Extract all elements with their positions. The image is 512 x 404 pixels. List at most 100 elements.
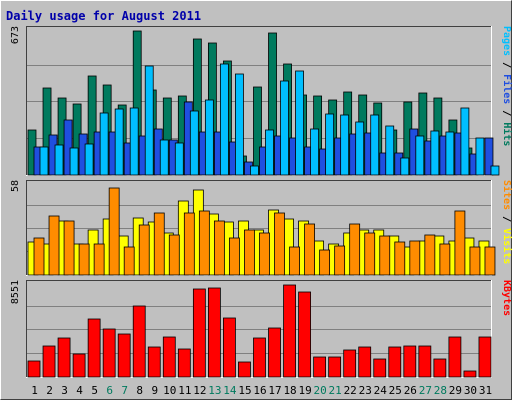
x-tick-label: 1 (31, 384, 38, 397)
bar-sites-day-28 (439, 243, 451, 276)
bar-pages-day-15 (250, 165, 259, 176)
bar-kbytes-day-17 (268, 327, 281, 378)
bar-sites-day-21 (334, 245, 346, 276)
panel-hits-files-pages: 673 Pages / Files / Hits (10, 26, 512, 176)
bar-pages-day-8 (144, 65, 154, 176)
legend-entry-kbytes: KBytes (501, 280, 512, 316)
x-tick-label: 6 (106, 384, 113, 397)
bar-kbytes-day-15 (238, 361, 251, 378)
bar-kbytes-day-30 (463, 370, 477, 378)
bar-sites-day-1 (33, 237, 45, 276)
bar-files-day-3 (63, 119, 73, 176)
bar-kbytes-day-2 (42, 345, 56, 378)
bar-kbytes-day-16 (253, 337, 266, 378)
x-tick-label: 20 (314, 384, 327, 397)
bar-kbytes-day-31 (478, 336, 492, 378)
bar-kbytes-day-25 (388, 346, 402, 378)
bar-pages-day-17 (280, 80, 289, 176)
bar-sites-day-11 (183, 212, 195, 276)
bar-files-day-31 (484, 137, 494, 176)
x-tick-label: 2 (46, 384, 53, 397)
x-tick-label: 3 (61, 384, 68, 397)
bar-pages-day-7 (129, 107, 139, 176)
x-tick-label: 22 (344, 384, 357, 397)
bar-sites-day-10 (168, 234, 180, 276)
bar-kbytes-day-3 (57, 337, 71, 378)
bar-kbytes-day-7 (117, 333, 131, 378)
bar-pages-day-11 (189, 110, 199, 176)
bar-kbytes-day-27 (418, 345, 432, 378)
x-tick-label: 25 (389, 384, 402, 397)
bar-kbytes-day-22 (343, 349, 357, 378)
bar-pages-day-19 (310, 128, 319, 176)
x-tick-label: 18 (283, 384, 296, 397)
x-tick-label: 21 (329, 384, 342, 397)
bar-kbytes-day-1 (27, 360, 41, 378)
bar-pages-day-29 (460, 107, 470, 176)
bar-kbytes-day-11 (177, 348, 191, 378)
x-tick-label: 23 (359, 384, 372, 397)
bar-sites-day-20 (319, 249, 331, 276)
plot-border-shadow (26, 180, 492, 276)
bar-pages-day-28 (445, 131, 455, 176)
bar-sites-day-27 (424, 234, 436, 276)
bar-sites-day-22 (349, 223, 361, 276)
bar-pages-day-22 (355, 121, 365, 176)
bar-sites-day-16 (259, 232, 270, 276)
bar-pages-day-26 (415, 135, 425, 176)
bar-pages-day-16 (265, 129, 274, 176)
panel-kbytes: 8551 KBytes (10, 280, 512, 378)
plot-border-shadow (26, 280, 492, 378)
bar-kbytes-day-29 (448, 336, 462, 378)
bar-kbytes-day-12 (192, 288, 206, 378)
bar-sites-day-17 (274, 212, 285, 276)
bar-pages-day-30 (475, 137, 485, 176)
bar-sites-day-7 (123, 246, 135, 276)
x-tick-label: 28 (434, 384, 447, 397)
bar-kbytes-day-6 (102, 328, 116, 378)
bar-pages-day-13 (219, 63, 229, 176)
bar-sites-day-18 (289, 246, 300, 276)
legend-entry-sites: Sites (501, 180, 512, 210)
bar-kbytes-day-28 (433, 358, 447, 378)
bar-sites-day-24 (379, 235, 391, 276)
x-tick-label: 14 (223, 384, 237, 397)
bar-sites-day-13 (213, 220, 225, 276)
bar-kbytes-day-4 (72, 353, 86, 378)
bar-pages-day-3 (69, 147, 79, 176)
legend: KBytes (501, 280, 512, 316)
chart-title: Daily usage for August 2011 (6, 9, 201, 23)
bar-pages-day-23 (370, 114, 380, 176)
series-files (33, 101, 494, 176)
x-tick-label: 11 (178, 384, 191, 397)
legend-entry-visits: Visits (501, 228, 512, 264)
plot-border-highlight (26, 26, 492, 176)
x-tick-label: 12 (193, 384, 206, 397)
x-tick-label: 10 (163, 384, 176, 397)
bar-pages-day-18 (295, 70, 304, 176)
x-tick-label: 19 (298, 384, 311, 397)
bar-kbytes-day-14 (223, 317, 236, 378)
legend-entry-hits: Hits (501, 122, 512, 146)
x-tick-label: 17 (268, 384, 281, 397)
x-tick-label: 5 (91, 384, 98, 397)
bar-sites-day-31 (484, 246, 496, 276)
bar-sites-day-8 (138, 224, 150, 276)
x-tick-label: 27 (419, 384, 432, 397)
series-kbytes (27, 284, 492, 378)
bar-sites-day-5 (93, 243, 105, 276)
x-tick-label: 13 (208, 384, 221, 397)
x-tick-label: 16 (253, 384, 266, 397)
bar-kbytes-day-9 (147, 346, 161, 378)
legend-entry-files: Files (501, 74, 512, 104)
legend: Sites / Visits (501, 180, 512, 264)
bar-pages-day-20 (325, 113, 335, 176)
bar-pages-day-6 (114, 108, 124, 176)
x-tick-label: 4 (76, 384, 83, 397)
bar-kbytes-day-5 (87, 318, 101, 378)
bar-kbytes-day-13 (207, 287, 221, 378)
bar-sites-day-23 (364, 232, 376, 276)
bar-pages-day-10 (174, 142, 184, 176)
bar-sites-day-19 (304, 223, 315, 276)
